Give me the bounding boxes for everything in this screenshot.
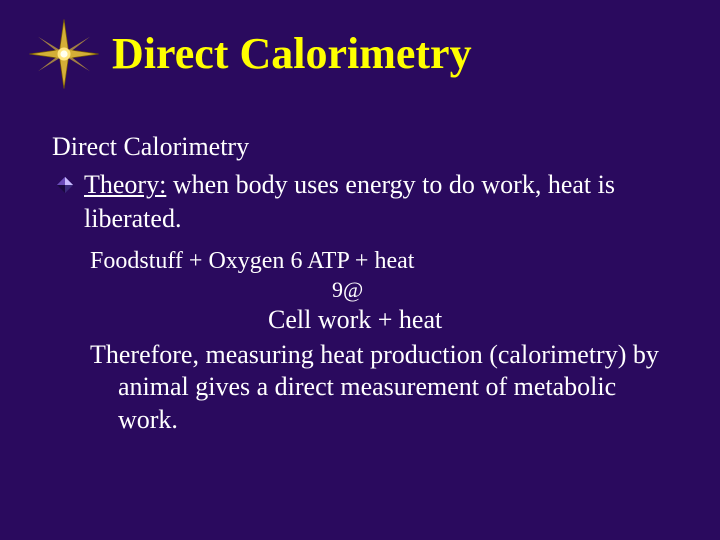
theory-text: Theory: when body uses energy to do work…	[84, 168, 672, 236]
diamond-bullet-icon	[56, 176, 74, 194]
subtitle: Direct Calorimetry	[52, 132, 672, 162]
equation-line: Foodstuff + Oxygen 6 ATP + heat	[90, 248, 672, 275]
star-icon	[28, 18, 100, 90]
equation-left: Foodstuff + Oxygen	[90, 248, 290, 274]
slide-title: Direct Calorimetry	[112, 28, 472, 79]
theory-bullet: Theory: when body uses energy to do work…	[56, 168, 672, 236]
equation-right: ATP + heat	[302, 248, 414, 274]
theory-label: Theory:	[84, 170, 166, 199]
down-arrow-glyph: 9@	[332, 277, 672, 303]
conclusion-text: Therefore, measuring heat production (ca…	[90, 339, 672, 437]
slide-content: Direct Calorimetry Theory: when body use…	[52, 132, 672, 436]
arrow-glyph: 6	[290, 248, 302, 274]
cellwork-line: Cell work + heat	[268, 305, 672, 335]
